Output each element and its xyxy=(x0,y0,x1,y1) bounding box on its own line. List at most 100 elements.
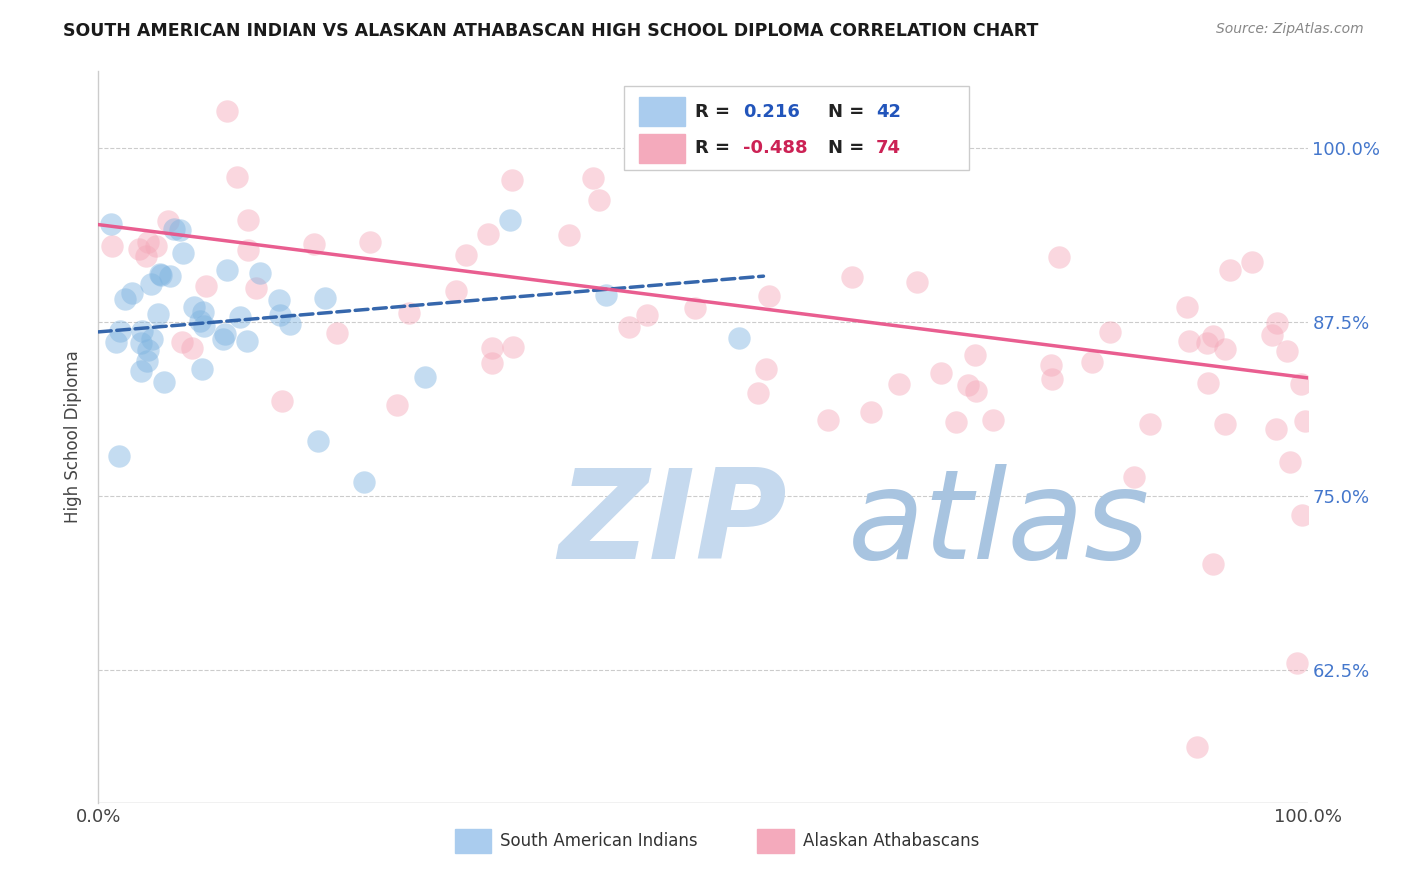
Point xyxy=(1275,343,1298,358)
Point xyxy=(1202,328,1225,343)
Point xyxy=(326,326,349,340)
Point xyxy=(307,434,329,448)
Point xyxy=(236,213,259,227)
Point xyxy=(981,413,1004,427)
Point xyxy=(1040,372,1063,386)
Point xyxy=(302,236,325,251)
Point xyxy=(353,475,375,490)
Text: R =: R = xyxy=(695,139,735,157)
Point xyxy=(747,385,769,400)
Point xyxy=(1261,327,1284,342)
Point xyxy=(1039,358,1062,372)
Y-axis label: High School Diploma: High School Diploma xyxy=(65,351,83,524)
Point xyxy=(558,228,581,243)
Point xyxy=(245,281,267,295)
Text: N =: N = xyxy=(828,103,870,120)
Point xyxy=(136,343,159,357)
Point xyxy=(159,268,181,283)
Point xyxy=(135,249,157,263)
Point xyxy=(956,377,979,392)
FancyBboxPatch shape xyxy=(638,134,685,163)
Text: N =: N = xyxy=(828,139,870,157)
Point xyxy=(214,327,236,342)
Point xyxy=(1213,417,1236,431)
Point xyxy=(1197,376,1219,391)
Point xyxy=(149,268,172,282)
Text: ZIP: ZIP xyxy=(558,465,786,585)
Point xyxy=(945,415,967,429)
Point xyxy=(194,278,217,293)
Point xyxy=(270,393,292,408)
Point xyxy=(1099,326,1122,340)
Point xyxy=(249,266,271,280)
Point xyxy=(172,246,194,260)
Point xyxy=(728,331,751,345)
Point xyxy=(145,239,167,253)
Point xyxy=(413,369,436,384)
Point xyxy=(131,324,153,338)
Point xyxy=(1178,334,1201,349)
Point xyxy=(683,301,706,315)
Point xyxy=(269,308,291,322)
Point xyxy=(481,356,503,370)
Point xyxy=(228,310,250,324)
Point xyxy=(965,348,987,362)
Point xyxy=(1294,414,1316,428)
Point xyxy=(128,242,150,256)
Point xyxy=(146,307,169,321)
Point xyxy=(141,332,163,346)
Point xyxy=(636,308,658,322)
Text: R =: R = xyxy=(695,103,735,120)
Point xyxy=(1080,355,1102,369)
Point xyxy=(1213,342,1236,356)
Point xyxy=(1285,657,1308,671)
Point xyxy=(1202,558,1225,572)
Point xyxy=(181,342,204,356)
Point xyxy=(755,362,778,376)
Text: Alaskan Athabascans: Alaskan Athabascans xyxy=(803,832,980,850)
Point xyxy=(1047,250,1070,264)
Point xyxy=(217,262,239,277)
Point xyxy=(965,384,987,398)
FancyBboxPatch shape xyxy=(638,97,685,126)
Point xyxy=(477,227,499,242)
Text: 74: 74 xyxy=(876,139,901,157)
Point xyxy=(758,289,780,303)
Point xyxy=(170,335,193,350)
Point xyxy=(617,319,640,334)
Point xyxy=(235,334,257,348)
Point xyxy=(859,405,882,419)
Point xyxy=(104,334,127,349)
Point xyxy=(454,248,477,262)
Point xyxy=(1122,469,1144,483)
Point xyxy=(211,332,233,346)
Text: -0.488: -0.488 xyxy=(742,139,807,157)
Point xyxy=(1264,421,1286,435)
Point xyxy=(193,319,215,334)
Text: atlas: atlas xyxy=(848,465,1150,585)
Point xyxy=(1279,455,1302,469)
FancyBboxPatch shape xyxy=(456,830,492,853)
Point xyxy=(841,269,863,284)
Text: Source: ZipAtlas.com: Source: ZipAtlas.com xyxy=(1216,22,1364,37)
Point xyxy=(314,291,336,305)
Point xyxy=(1291,508,1313,523)
Point xyxy=(446,284,468,298)
Point xyxy=(1289,376,1312,391)
Point xyxy=(225,170,247,185)
Point xyxy=(267,293,290,307)
Point xyxy=(136,354,159,368)
Point xyxy=(129,364,152,378)
Point xyxy=(121,285,143,300)
Point xyxy=(1185,740,1208,755)
Point xyxy=(502,340,524,354)
Point xyxy=(817,412,839,426)
Point xyxy=(169,222,191,236)
Point xyxy=(385,398,408,412)
Point xyxy=(156,214,179,228)
Point xyxy=(1219,262,1241,277)
Point xyxy=(582,171,605,186)
Point xyxy=(191,304,214,318)
Point xyxy=(108,324,131,338)
Point xyxy=(398,306,420,320)
